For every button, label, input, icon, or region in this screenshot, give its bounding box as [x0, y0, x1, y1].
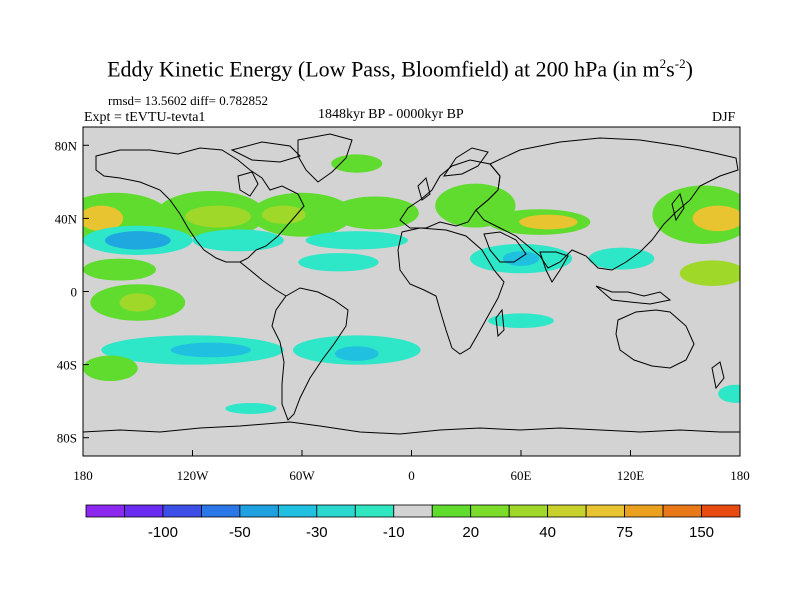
region-mid-atlantic-green [331, 196, 419, 230]
y-tick-label: 40N [55, 211, 78, 226]
region-america-cyan [192, 229, 284, 252]
x-tick-label: 60W [289, 468, 315, 483]
colorbar-box [508, 504, 549, 518]
colorbar-box [201, 504, 241, 518]
region-indian-ocean-cyan [488, 313, 554, 329]
colorbar-box [470, 504, 510, 518]
coast-madagascar [495, 308, 505, 338]
season-label: DJF [712, 110, 736, 125]
title-text: Eddy Kinetic Energy (Low Pass, Bloomfiel… [107, 56, 660, 82]
colorbar-label: -30 [306, 524, 328, 541]
colorbar-label: 40 [539, 524, 556, 541]
region-north-america-yellow [185, 205, 251, 228]
colorbar-box [354, 504, 395, 518]
colorbar-box [277, 504, 318, 518]
region-north-pacific-yellow [83, 205, 124, 232]
x-tick-label: 180 [73, 468, 93, 483]
x-tick-label: 0 [408, 468, 415, 483]
stats-label: rmsd= 13.5602 diff= 0.782852 [108, 93, 268, 108]
coast-asia [475, 137, 739, 271]
plot-title: Eddy Kinetic Energy (Low Pass, Bloomfiel… [0, 56, 800, 82]
coast-antarctica [83, 421, 740, 435]
x-tick-label: 180 [730, 468, 750, 483]
region-arctic-green [331, 154, 383, 173]
coast-africa [397, 227, 505, 355]
x-axis-ticks: 180 120W 60W 0 60E 120E 180 [73, 450, 750, 483]
region-south-atlantic-blue [334, 346, 379, 361]
colorbar-box [701, 504, 741, 518]
title-superscript-2: -2 [674, 56, 686, 71]
region-west-pacific-green-s [679, 260, 740, 287]
coast-arabia [483, 231, 527, 263]
colorbar-box [431, 504, 472, 518]
region-south-ocean-cyan-2 [718, 384, 740, 403]
coast-south-america [271, 287, 349, 421]
colorbar-label: -50 [229, 524, 251, 541]
region-asia-yellow [519, 214, 578, 230]
coast-indonesia [595, 285, 672, 305]
region-north-atlantic-yellow [261, 205, 306, 224]
title-superscript-1: 2 [659, 56, 667, 71]
coast-japan [671, 192, 685, 222]
coast-new-zealand [711, 361, 725, 390]
x-tick-label: 60E [511, 468, 532, 483]
colorbar-box [85, 504, 125, 518]
coast-australia [615, 309, 695, 369]
title-close: ) [685, 56, 693, 82]
colorbar-label: 150 [689, 524, 714, 541]
coastlines [83, 133, 740, 435]
y-tick-label: 0 [71, 285, 78, 300]
y-tick-label: 80S [57, 431, 77, 446]
region-east-asia-cyan [588, 247, 655, 270]
colorbar-box [547, 504, 587, 518]
region-subtropic-cyan [298, 253, 379, 272]
coast-scandinavia [442, 147, 489, 177]
colorbar-box [162, 504, 202, 518]
coast-north-america [95, 147, 305, 263]
region-atlantic-cyan [305, 231, 408, 250]
region-south-pacific-blue [170, 342, 251, 358]
colorbar: -100 -50 -30 -10 20 40 75 150 [85, 504, 741, 541]
coast-india [539, 251, 569, 283]
colorbar-label: 20 [462, 524, 479, 541]
colorbar-box [585, 504, 625, 518]
coast-canadian-islands [230, 141, 301, 163]
y-axis-ticks: 80N 40N 0 40S 80S [55, 138, 89, 446]
colorbar-box [124, 504, 164, 518]
coast-hudson-bay [237, 171, 259, 197]
colorbar-box [316, 504, 356, 518]
region-mideast-blue [502, 251, 540, 266]
colorbar-box [624, 504, 664, 518]
x-tick-label: 120E [617, 468, 645, 483]
region-tropical-pacific-yellow [119, 293, 156, 312]
colorbar-label: 75 [616, 524, 633, 541]
colorbar-label: -100 [148, 524, 178, 541]
colorbar-box [393, 504, 433, 518]
experiment-label: Expt = tEVTU-tevta1 [84, 110, 206, 125]
title-unit-s: s [666, 56, 675, 82]
region-west-pacific-yellow [692, 205, 740, 232]
region-north-pacific-blue [104, 231, 171, 250]
y-tick-label: 80N [55, 138, 78, 153]
colorbar-box [239, 504, 279, 518]
region-south-ocean-cyan [225, 402, 277, 414]
colorbar-label: -10 [383, 524, 405, 541]
region-tropical-pacific-green [83, 258, 156, 281]
coast-britain [417, 177, 431, 201]
map-background [83, 127, 740, 456]
coast-greenland [297, 133, 353, 183]
x-tick-label: 120W [177, 468, 210, 483]
field-regions [83, 154, 740, 414]
coast-central-america [239, 261, 287, 297]
y-tick-label: 40S [57, 358, 77, 373]
period-label: 1848kyr BP - 0000kyr BP [318, 107, 464, 122]
region-south-pacific-green [83, 355, 138, 382]
colorbar-box [662, 504, 702, 518]
